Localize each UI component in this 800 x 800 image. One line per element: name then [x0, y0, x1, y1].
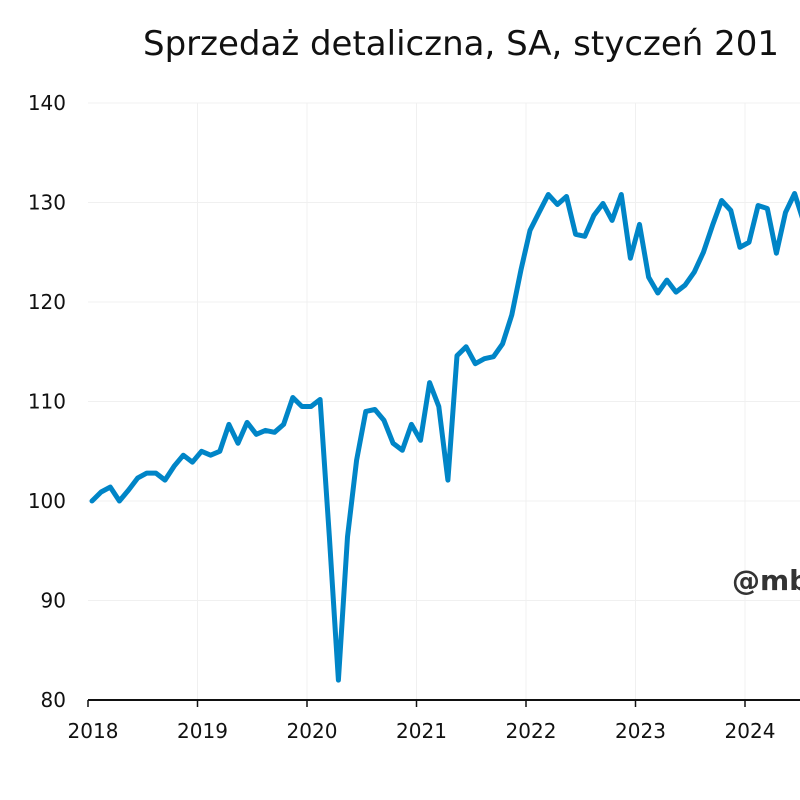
y-tick-label: 120 [28, 290, 66, 314]
x-tick-label: 2020 [287, 719, 338, 743]
x-tick-label: 2021 [396, 719, 447, 743]
x-tick-label: 2022 [506, 719, 557, 743]
y-tick-label: 130 [28, 191, 66, 215]
x-tick-label: 2019 [177, 719, 228, 743]
y-tick-label: 90 [41, 589, 66, 613]
chart-title: Sprzedaż detaliczna, SA, styczeń 201 [143, 24, 780, 64]
series-line [89, 191, 800, 683]
y-tick-label: 80 [41, 688, 66, 712]
x-tick-label: 2023 [615, 719, 666, 743]
y-tick-label: 100 [28, 489, 66, 513]
x-tick-label: 2018 [68, 719, 119, 743]
watermark: @mb [732, 564, 800, 597]
y-tick-label: 110 [28, 390, 66, 414]
x-tick-label: 2024 [725, 719, 776, 743]
y-tick-label: 140 [28, 91, 66, 115]
